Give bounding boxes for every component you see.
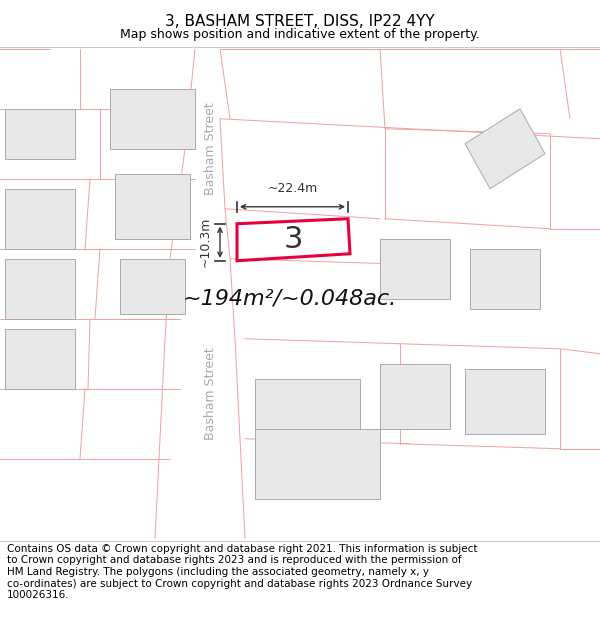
Text: 3: 3 bbox=[283, 225, 303, 254]
Text: Map shows position and indicative extent of the property.: Map shows position and indicative extent… bbox=[120, 28, 480, 41]
Polygon shape bbox=[237, 219, 350, 261]
Polygon shape bbox=[115, 174, 190, 239]
Text: ~194m²/~0.048ac.: ~194m²/~0.048ac. bbox=[183, 289, 397, 309]
Polygon shape bbox=[255, 429, 380, 499]
Polygon shape bbox=[465, 109, 545, 189]
Polygon shape bbox=[465, 369, 545, 434]
Polygon shape bbox=[120, 259, 185, 314]
Polygon shape bbox=[380, 239, 450, 299]
Polygon shape bbox=[470, 249, 540, 309]
Polygon shape bbox=[5, 189, 75, 249]
Polygon shape bbox=[5, 109, 75, 159]
Text: Basham Street: Basham Street bbox=[203, 102, 217, 195]
Text: 3, BASHAM STREET, DISS, IP22 4YY: 3, BASHAM STREET, DISS, IP22 4YY bbox=[165, 14, 435, 29]
Text: ~10.3m: ~10.3m bbox=[199, 217, 212, 268]
Polygon shape bbox=[380, 364, 450, 429]
Polygon shape bbox=[110, 89, 195, 149]
Text: ~22.4m: ~22.4m bbox=[268, 182, 317, 195]
Text: Basham Street: Basham Street bbox=[203, 348, 217, 440]
Polygon shape bbox=[5, 259, 75, 319]
Polygon shape bbox=[5, 329, 75, 389]
Polygon shape bbox=[255, 379, 360, 429]
Text: Contains OS data © Crown copyright and database right 2021. This information is : Contains OS data © Crown copyright and d… bbox=[7, 544, 478, 600]
